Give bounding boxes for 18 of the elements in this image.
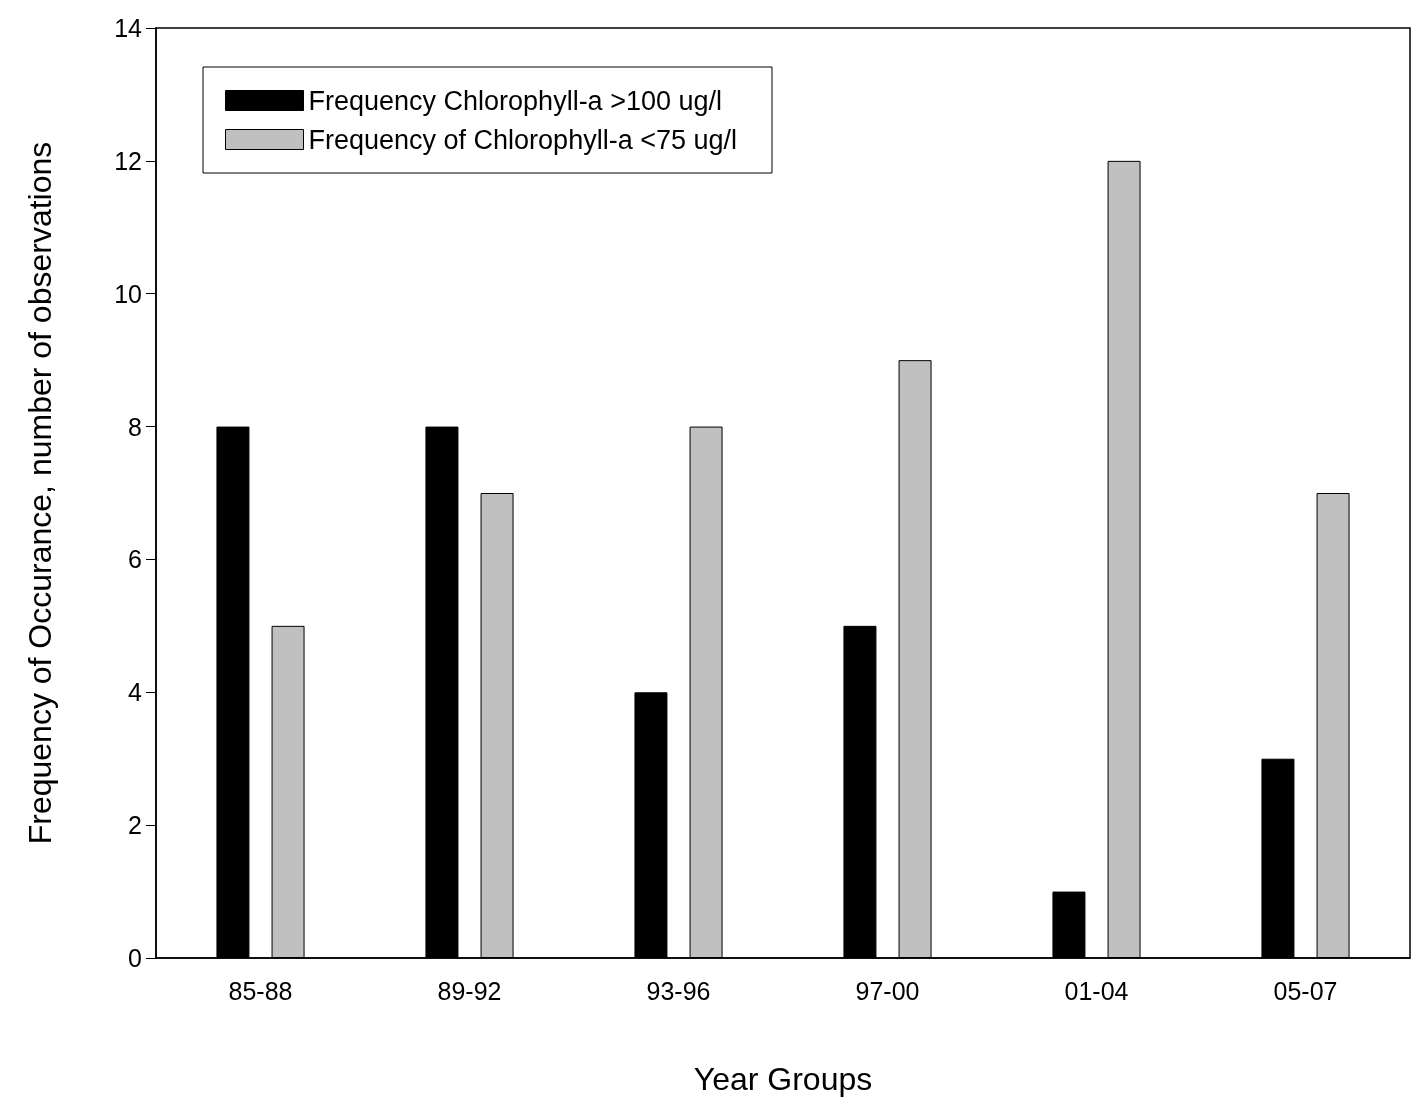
x-tick-label: 97-00: [855, 976, 920, 1005]
x-tick-label: 05-07: [1273, 976, 1338, 1005]
y-tick-label: 4: [128, 678, 143, 707]
y-axis-title: Frequency of Occurance, number of observations: [22, 141, 58, 845]
y-tick-label: 12: [114, 146, 142, 175]
y-tick-label: 14: [114, 14, 143, 42]
x-tick-label: 93-96: [646, 976, 711, 1005]
legend-label: Frequency Chlorophyll-a >100 ug/l: [308, 85, 722, 116]
y-tick-label: 2: [128, 811, 142, 840]
x-tick-label: 89-92: [437, 976, 502, 1005]
y-tick-label: 10: [114, 279, 142, 308]
y-tick-label: 0: [128, 944, 142, 972]
y-tick-label: 6: [128, 545, 142, 574]
x-tick-label: 01-04: [1064, 976, 1129, 1005]
x-axis-title: Year Groups: [693, 1061, 873, 1097]
x-tick-label: 85-88: [228, 976, 293, 1005]
legend-label: Frequency of Chlorophyll-a <75 ug/l: [308, 124, 737, 155]
y-tick-label: 8: [128, 412, 142, 441]
